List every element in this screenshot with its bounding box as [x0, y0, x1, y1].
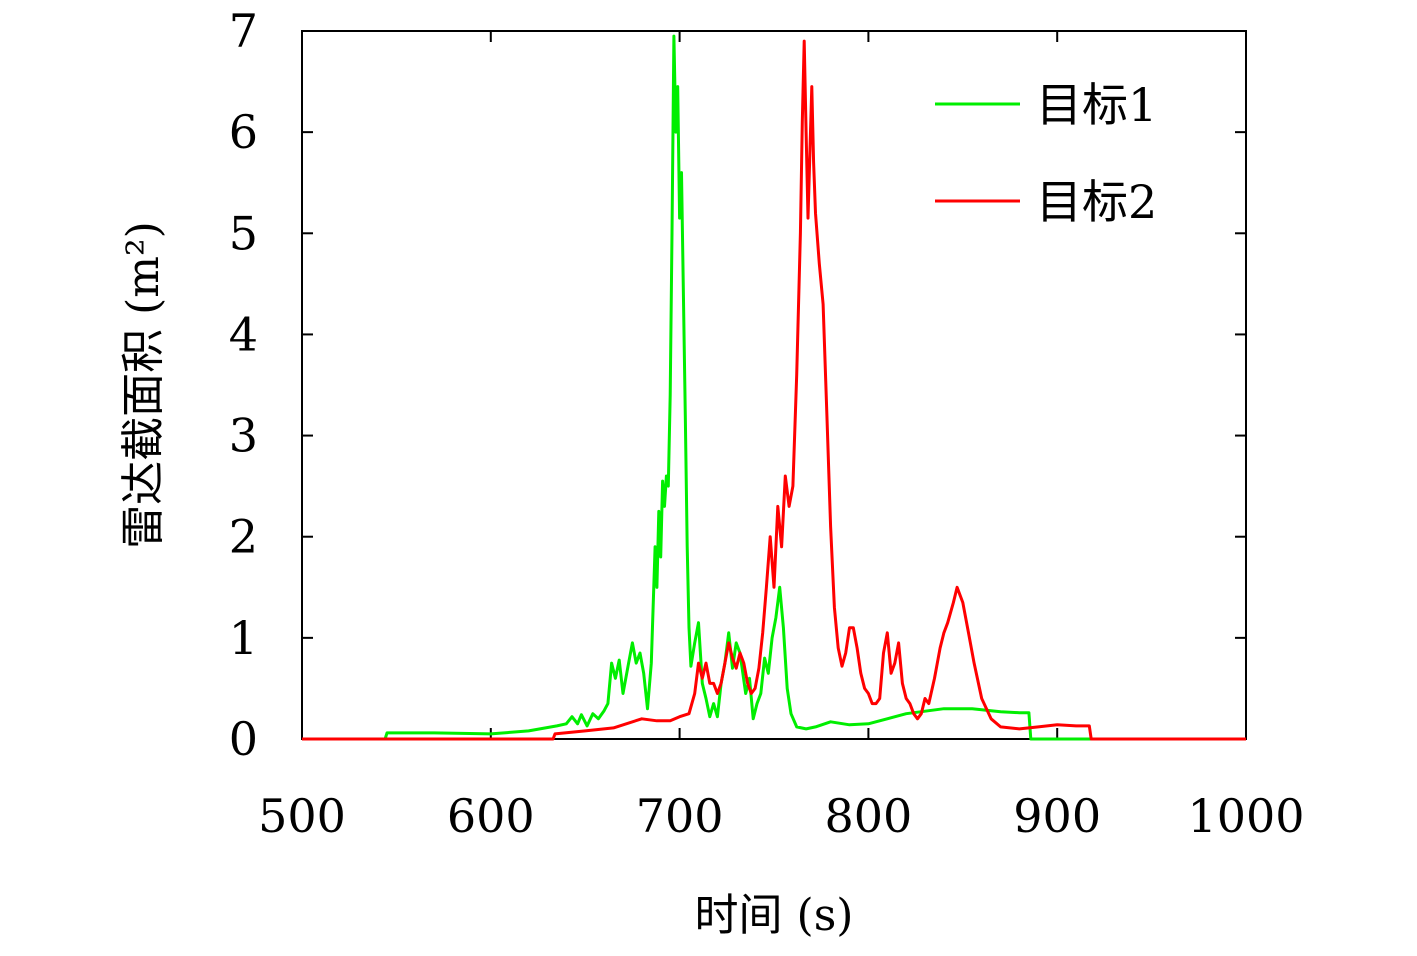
- x-tick-label: 500: [258, 789, 346, 843]
- legend: 目标1 目标2: [935, 78, 1157, 229]
- y-tick-label: 5: [229, 206, 258, 260]
- series-line-2: [302, 39, 1246, 741]
- y-tick-label: 7: [229, 4, 258, 58]
- plot-frame: [301, 30, 1247, 740]
- y-tick-labels: 0 1 2 3 4 5 6 7: [229, 4, 258, 766]
- legend-label-series-2: 目标2: [1036, 175, 1157, 229]
- x-axis-title: 时间 (s): [695, 890, 854, 941]
- x-tick-label: 800: [824, 789, 912, 843]
- x-tick-labels: 500 600 700 800 900 1000: [258, 789, 1304, 843]
- y-tick-label: 1: [229, 611, 258, 665]
- x-tick-label: 900: [1013, 789, 1101, 843]
- y-tick-label: 3: [229, 409, 258, 463]
- x-tick-label: 700: [636, 789, 724, 843]
- series-line-1: [302, 34, 1246, 741]
- legend-label-series-1: 目标1: [1036, 78, 1157, 132]
- y-tick-label: 0: [229, 712, 258, 766]
- y-tick-label: 6: [229, 105, 258, 159]
- x-tick-label: 600: [447, 789, 535, 843]
- y-tick-label: 2: [229, 510, 258, 564]
- y-axis-title: 雷达截面积 (m²): [118, 221, 169, 549]
- x-tick-label: 1000: [1187, 789, 1304, 843]
- y-tick-label: 4: [229, 307, 258, 361]
- series-layer: [302, 34, 1246, 741]
